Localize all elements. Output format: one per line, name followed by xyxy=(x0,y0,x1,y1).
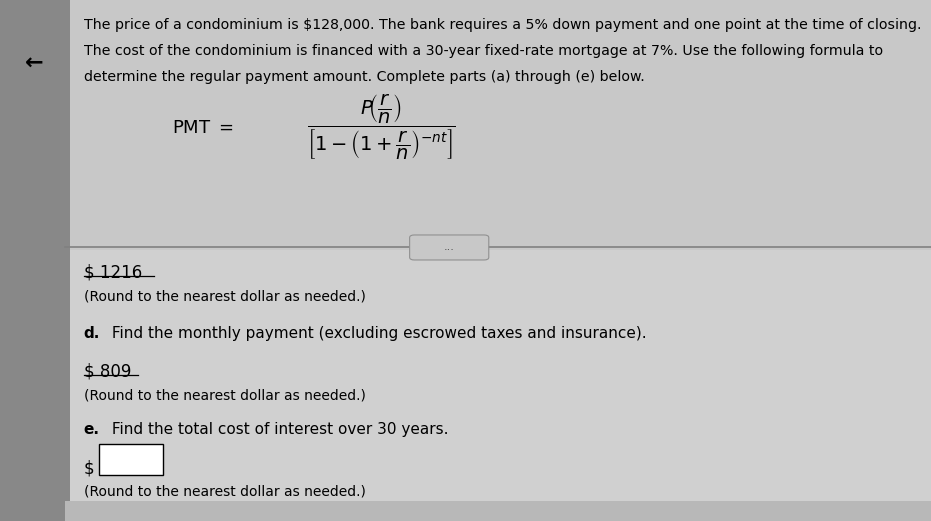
Text: e.: e. xyxy=(84,422,100,437)
Text: ...: ... xyxy=(444,242,455,253)
FancyBboxPatch shape xyxy=(410,235,489,260)
Text: The price of a condominium is $128,000. The bank requires a 5% down payment and : The price of a condominium is $128,000. … xyxy=(84,18,922,32)
FancyBboxPatch shape xyxy=(65,0,931,250)
Text: (Round to the nearest dollar as needed.): (Round to the nearest dollar as needed.) xyxy=(84,485,366,499)
FancyBboxPatch shape xyxy=(0,0,70,521)
Text: (Round to the nearest dollar as needed.): (Round to the nearest dollar as needed.) xyxy=(84,289,366,303)
Text: determine the regular payment amount. Complete parts (a) through (e) below.: determine the regular payment amount. Co… xyxy=(84,70,644,84)
FancyBboxPatch shape xyxy=(65,501,931,521)
Text: $ 809: $ 809 xyxy=(84,362,131,380)
Text: The cost of the condominium is financed with a 30-year fixed-rate mortgage at 7%: The cost of the condominium is financed … xyxy=(84,44,883,58)
Text: PMT $=$: PMT $=$ xyxy=(172,119,234,137)
Text: Find the total cost of interest over 30 years.: Find the total cost of interest over 30 … xyxy=(107,422,449,437)
Text: Find the monthly payment (excluding escrowed taxes and insurance).: Find the monthly payment (excluding escr… xyxy=(107,326,647,341)
Text: (Round to the nearest dollar as needed.): (Round to the nearest dollar as needed.) xyxy=(84,388,366,402)
Text: $\dfrac{P\!\left(\dfrac{r}{n}\right)}{\left[1-\left(1+\dfrac{r}{n}\right)^{-nt}\: $\dfrac{P\!\left(\dfrac{r}{n}\right)}{\l… xyxy=(307,93,456,162)
FancyBboxPatch shape xyxy=(99,444,163,475)
Text: $: $ xyxy=(84,460,94,478)
FancyBboxPatch shape xyxy=(65,250,931,521)
Text: $ 1216: $ 1216 xyxy=(84,263,142,281)
Text: d.: d. xyxy=(84,326,101,341)
Text: ←: ← xyxy=(25,53,44,72)
